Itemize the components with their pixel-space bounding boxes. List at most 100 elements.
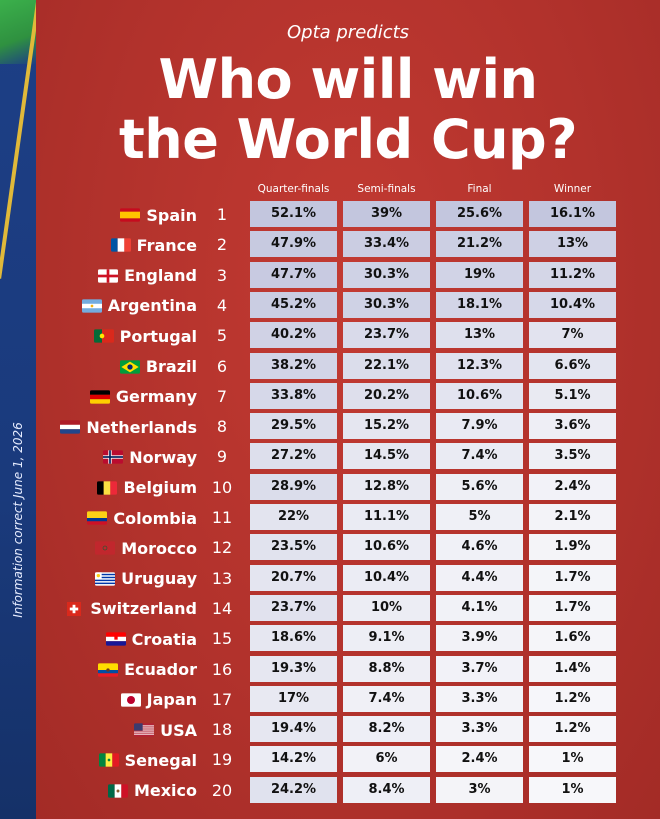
final-cell: 5% [436, 504, 523, 530]
semi-finals-cell: 14.5% [343, 443, 430, 470]
uruguay-flag-icon [95, 571, 116, 586]
country-cell: France [110, 234, 197, 256]
final-cell: 7.4% [436, 443, 523, 470]
semi-finals-cell: 33.4% [343, 231, 430, 258]
semi-finals-cell: 11.1% [343, 504, 430, 530]
quarter-finals-cell: 40.2% [250, 322, 337, 349]
table-row: Uruguay 13 20.7% 10.4% 4.4% 1.7% [0, 564, 660, 594]
country-cell: Netherlands [60, 416, 197, 438]
winner-cell: 1.4% [529, 655, 616, 682]
final-cell: 3% [436, 776, 523, 803]
semi-finals-cell: 8.4% [343, 776, 430, 803]
country-name: Mexico [133, 781, 197, 801]
final-cell: 13% [436, 322, 523, 349]
rank-number: 19 [211, 750, 233, 770]
quarter-finals-cell: 22% [250, 504, 337, 530]
japan-flag-icon [120, 693, 141, 707]
quarter-finals-cell: 47.7% [250, 261, 337, 288]
quarter-finals-cell: 23.5% [250, 534, 337, 561]
winner-cell: 16.1% [529, 201, 616, 227]
england-flag-icon [98, 268, 119, 283]
final-cell: 3.3% [436, 685, 523, 712]
table-row: France 2 47.9% 33.4% 21.2% 13% [0, 230, 660, 260]
country-name: Germany [115, 387, 197, 407]
table-row: USA 18 19.4% 8.2% 3.3% 1.2% [0, 715, 660, 745]
croatia-flag-icon [105, 632, 126, 646]
table-row: Senegal 19 14.2% 6% 2.4% 1% [0, 745, 660, 775]
column-header-semi-finals: Semi-finals [357, 183, 416, 195]
winner-cell: 2.1% [529, 504, 616, 530]
quarter-finals-cell: 17% [250, 685, 337, 712]
country-cell: Mexico [107, 780, 197, 802]
netherlands-flag-icon [60, 420, 81, 434]
country-cell: Brazil [119, 356, 197, 378]
rank-number: 10 [211, 477, 233, 497]
table-row: Spain 1 52.1% 39% 25.6% 16.1% [0, 200, 660, 230]
winner-cell: 1.9% [529, 534, 616, 561]
quarter-finals-cell: 24.2% [250, 776, 337, 803]
semi-finals-cell: 23.7% [343, 322, 430, 349]
quarter-finals-cell: 29.5% [250, 413, 337, 440]
rank-number: 4 [216, 295, 228, 315]
table-row: Japan 17 17% 7.4% 3.3% 1.2% [0, 685, 660, 715]
colombia-flag-icon [87, 511, 108, 525]
winner-cell: 7% [529, 322, 616, 349]
argentina-flag-icon [81, 299, 102, 313]
semi-finals-cell: 22.1% [343, 352, 430, 379]
table-row: Argentina 4 45.2% 30.3% 18.1% 10.4% [0, 291, 660, 321]
rank-number: 13 [211, 568, 233, 588]
final-cell: 4.1% [436, 594, 523, 621]
germany-flag-icon [89, 390, 110, 404]
semi-finals-cell: 10% [343, 594, 430, 621]
belgium-flag-icon [97, 481, 118, 495]
quarter-finals-cell: 38.2% [250, 352, 337, 379]
mexico-flag-icon [107, 784, 128, 798]
title-line-2: the World Cup? [118, 108, 578, 171]
winner-cell: 1.2% [529, 685, 616, 712]
table-row: Mexico 20 24.2% 8.4% 3% 1% [0, 776, 660, 806]
country-name: Uruguay [121, 569, 197, 589]
winner-cell: 2.4% [529, 473, 616, 500]
winner-cell: 13% [529, 231, 616, 258]
country-name: Morocco [121, 538, 197, 558]
country-name: England [124, 266, 197, 286]
norway-flag-icon [103, 450, 124, 465]
country-name: France [136, 235, 197, 255]
morocco-flag-icon [95, 541, 116, 555]
rank-number: 15 [211, 629, 233, 649]
final-cell: 4.6% [436, 534, 523, 561]
table-row: Netherlands 8 29.5% 15.2% 7.9% 3.6% [0, 412, 660, 442]
semi-finals-cell: 39% [343, 201, 430, 227]
country-cell: Germany [89, 386, 197, 408]
france-flag-icon [110, 238, 131, 252]
country-cell: Colombia [87, 507, 197, 529]
quarter-finals-cell: 28.9% [250, 473, 337, 500]
brazil-flag-icon [119, 359, 140, 374]
country-cell: Japan [120, 689, 197, 711]
country-name: Argentina [107, 296, 197, 316]
country-name: Croatia [131, 629, 197, 649]
country-cell: England [98, 265, 197, 287]
switzerland-flag-icon [64, 601, 84, 616]
country-name: USA [160, 720, 197, 740]
quarter-finals-cell: 27.2% [250, 443, 337, 470]
country-cell: Argentina [81, 295, 197, 317]
country-cell: Uruguay [95, 568, 197, 590]
table-row: Colombia 11 22% 11.1% 5% 2.1% [0, 503, 660, 533]
semi-finals-cell: 15.2% [343, 413, 430, 440]
rank-number: 8 [216, 417, 228, 437]
country-cell: Senegal [98, 749, 197, 771]
final-cell: 19% [436, 261, 523, 288]
winner-cell: 1.7% [529, 594, 616, 621]
rank-number: 11 [211, 508, 233, 527]
semi-finals-cell: 10.6% [343, 534, 430, 561]
page-title: Who will win the World Cup? [36, 50, 660, 170]
table-row: England 3 47.7% 30.3% 19% 11.2% [0, 261, 660, 291]
semi-finals-cell: 7.4% [343, 685, 430, 712]
semi-finals-cell: 10.4% [343, 564, 430, 591]
country-name: Netherlands [86, 417, 197, 437]
country-name: Japan [146, 690, 197, 710]
table-row: Belgium 10 28.9% 12.8% 5.6% 2.4% [0, 473, 660, 503]
winner-cell: 1% [529, 776, 616, 803]
semi-finals-cell: 30.3% [343, 291, 430, 318]
